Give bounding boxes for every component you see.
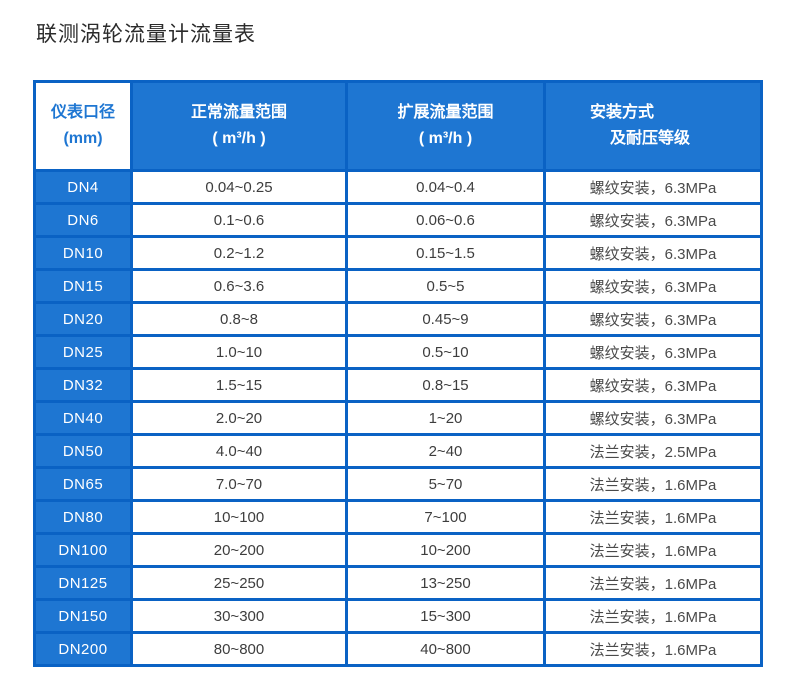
header-diameter: 仪表口径 (mm)	[36, 83, 130, 169]
header-normal-range: 正常流量范围 ( m³/h )	[133, 83, 345, 169]
cell-install: 螺纹安装，6.3MPa	[546, 304, 760, 334]
header-diameter-label: 仪表口径	[50, 104, 115, 122]
cell-install: 螺纹安装，6.3MPa	[546, 172, 760, 202]
cell-extended-range: 5~70	[348, 469, 543, 499]
table-row: DN6 0.1~0.6 0.06~0.6 螺纹安装，6.3MPa	[36, 205, 760, 235]
header-install-label: 安装方式	[590, 104, 655, 122]
table-row: DN200 80~800 40~800 法兰安装，1.6MPa	[36, 634, 760, 664]
cell-normal-range: 0.8~8	[133, 304, 345, 334]
table-row: DN25 1.0~10 0.5~10 螺纹安装，6.3MPa	[36, 337, 760, 367]
cell-extended-range: 0.5~5	[348, 271, 543, 301]
cell-extended-range: 40~800	[348, 634, 543, 664]
cell-normal-range: 2.0~20	[133, 403, 345, 433]
cell-extended-range: 0.15~1.5	[348, 238, 543, 268]
table-row: DN15 0.6~3.6 0.5~5 螺纹安装，6.3MPa	[36, 271, 760, 301]
cell-extended-range: 10~200	[348, 535, 543, 565]
cell-dn: DN125	[36, 568, 130, 598]
cell-install: 法兰安装，1.6MPa	[546, 568, 760, 598]
cell-dn: DN100	[36, 535, 130, 565]
table-row: DN100 20~200 10~200 法兰安装，1.6MPa	[36, 535, 760, 565]
cell-extended-range: 2~40	[348, 436, 543, 466]
cell-install: 螺纹安装，6.3MPa	[546, 370, 760, 400]
cell-extended-range: 7~100	[348, 502, 543, 532]
cell-dn: DN150	[36, 601, 130, 631]
header-install-rating-label: 及耐压等级	[610, 130, 691, 147]
cell-normal-range: 0.1~0.6	[133, 205, 345, 235]
cell-extended-range: 0.5~10	[348, 337, 543, 367]
flow-rate-table: 仪表口径 (mm) 正常流量范围 ( m³/h ) 扩展流量范围 ( m³/h …	[33, 80, 763, 667]
cell-normal-range: 4.0~40	[133, 436, 345, 466]
table-body: DN4 0.04~0.25 0.04~0.4 螺纹安装，6.3MPa DN6 0…	[36, 172, 760, 664]
cell-dn: DN20	[36, 304, 130, 334]
header-normal-range-label: 正常流量范围	[190, 104, 287, 122]
cell-dn: DN25	[36, 337, 130, 367]
cell-install: 螺纹安装，6.3MPa	[546, 403, 760, 433]
table-row: DN4 0.04~0.25 0.04~0.4 螺纹安装，6.3MPa	[36, 172, 760, 202]
cell-dn: DN10	[36, 238, 130, 268]
table-row: DN32 1.5~15 0.8~15 螺纹安装，6.3MPa	[36, 370, 760, 400]
cell-normal-range: 10~100	[133, 502, 345, 532]
table-row: DN125 25~250 13~250 法兰安装，1.6MPa	[36, 568, 760, 598]
table-row: DN40 2.0~20 1~20 螺纹安装，6.3MPa	[36, 403, 760, 433]
cell-install: 法兰安装，1.6MPa	[546, 469, 760, 499]
cell-install: 法兰安装，1.6MPa	[546, 601, 760, 631]
cell-extended-range: 1~20	[348, 403, 543, 433]
cell-install: 法兰安装，2.5MPa	[546, 436, 760, 466]
cell-normal-range: 1.5~15	[133, 370, 345, 400]
cell-extended-range: 13~250	[348, 568, 543, 598]
page-title: 联测涡轮流量计流量表	[36, 23, 256, 46]
table-row: DN10 0.2~1.2 0.15~1.5 螺纹安装，6.3MPa	[36, 238, 760, 268]
cell-dn: DN4	[36, 172, 130, 202]
cell-normal-range: 7.0~70	[133, 469, 345, 499]
cell-extended-range: 0.04~0.4	[348, 172, 543, 202]
header-extended-range: 扩展流量范围 ( m³/h )	[348, 83, 543, 169]
cell-install: 螺纹安装，6.3MPa	[546, 271, 760, 301]
header-install: 安装方式 及耐压等级	[546, 83, 760, 169]
table-row: DN65 7.0~70 5~70 法兰安装，1.6MPa	[36, 469, 760, 499]
cell-install: 螺纹安装，6.3MPa	[546, 205, 760, 235]
cell-extended-range: 0.8~15	[348, 370, 543, 400]
cell-normal-range: 30~300	[133, 601, 345, 631]
cell-dn: DN32	[36, 370, 130, 400]
header-extended-range-unit: ( m³/h )	[418, 130, 473, 147]
table-header: 仪表口径 (mm) 正常流量范围 ( m³/h ) 扩展流量范围 ( m³/h …	[36, 83, 760, 169]
header-row: 仪表口径 (mm) 正常流量范围 ( m³/h ) 扩展流量范围 ( m³/h …	[36, 83, 760, 169]
table-row: DN150 30~300 15~300 法兰安装，1.6MPa	[36, 601, 760, 631]
cell-normal-range: 0.6~3.6	[133, 271, 345, 301]
cell-extended-range: 0.45~9	[348, 304, 543, 334]
header-normal-range-unit: ( m³/h )	[212, 130, 266, 147]
header-diameter-unit: (mm)	[63, 130, 103, 147]
cell-normal-range: 25~250	[133, 568, 345, 598]
cell-dn: DN80	[36, 502, 130, 532]
cell-normal-range: 0.2~1.2	[133, 238, 345, 268]
cell-dn: DN65	[36, 469, 130, 499]
cell-dn: DN6	[36, 205, 130, 235]
table-row: DN80 10~100 7~100 法兰安装，1.6MPa	[36, 502, 760, 532]
cell-normal-range: 20~200	[133, 535, 345, 565]
cell-dn: DN40	[36, 403, 130, 433]
cell-dn: DN200	[36, 634, 130, 664]
cell-install: 法兰安装，1.6MPa	[546, 634, 760, 664]
cell-dn: DN15	[36, 271, 130, 301]
cell-normal-range: 0.04~0.25	[133, 172, 345, 202]
cell-extended-range: 15~300	[348, 601, 543, 631]
cell-install: 螺纹安装，6.3MPa	[546, 238, 760, 268]
cell-dn: DN50	[36, 436, 130, 466]
cell-normal-range: 80~800	[133, 634, 345, 664]
table-row: DN20 0.8~8 0.45~9 螺纹安装，6.3MPa	[36, 304, 760, 334]
cell-extended-range: 0.06~0.6	[348, 205, 543, 235]
cell-normal-range: 1.0~10	[133, 337, 345, 367]
cell-install: 法兰安装，1.6MPa	[546, 502, 760, 532]
header-extended-range-label: 扩展流量范围	[397, 104, 494, 122]
table-row: DN50 4.0~40 2~40 法兰安装，2.5MPa	[36, 436, 760, 466]
cell-install: 法兰安装，1.6MPa	[546, 535, 760, 565]
cell-install: 螺纹安装，6.3MPa	[546, 337, 760, 367]
